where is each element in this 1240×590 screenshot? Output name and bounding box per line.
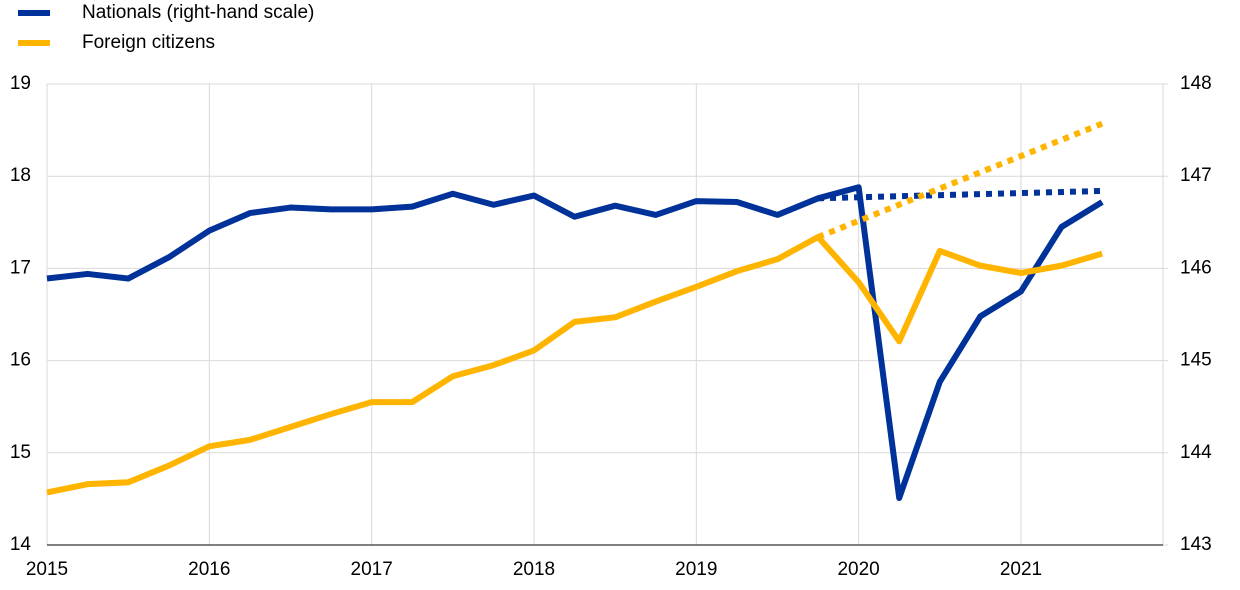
legend-label: Nationals (right-hand scale) <box>82 2 314 23</box>
trend-line <box>816 120 1104 240</box>
x-tick-label: 2019 <box>675 559 717 580</box>
y-tick-label: 15 <box>10 442 31 463</box>
y2-tick-label: 148 <box>1180 73 1212 94</box>
x-tick-label: 2015 <box>26 559 68 580</box>
y-tick-label: 16 <box>10 350 31 371</box>
x-tick-label: 2016 <box>188 559 230 580</box>
x-tick-label: 2020 <box>837 559 879 580</box>
y2-tick-label: 145 <box>1180 350 1212 371</box>
y-tick-label: 19 <box>10 73 31 94</box>
series-line <box>46 184 1104 501</box>
y2-tick-label: 146 <box>1180 257 1212 278</box>
x-tick-label: 2018 <box>513 559 555 580</box>
y-tick-label: 18 <box>10 165 31 186</box>
series-line <box>46 234 1103 496</box>
legend-label: Foreign citizens <box>82 32 215 53</box>
y2-tick-label: 147 <box>1180 165 1212 186</box>
y2-tick-label: 143 <box>1180 534 1212 555</box>
y-tick-label: 17 <box>10 257 31 278</box>
x-tick-label: 2017 <box>351 559 393 580</box>
y2-tick-label: 144 <box>1180 442 1212 463</box>
y-tick-label: 14 <box>10 534 32 555</box>
x-tick-label: 2021 <box>1000 559 1042 580</box>
